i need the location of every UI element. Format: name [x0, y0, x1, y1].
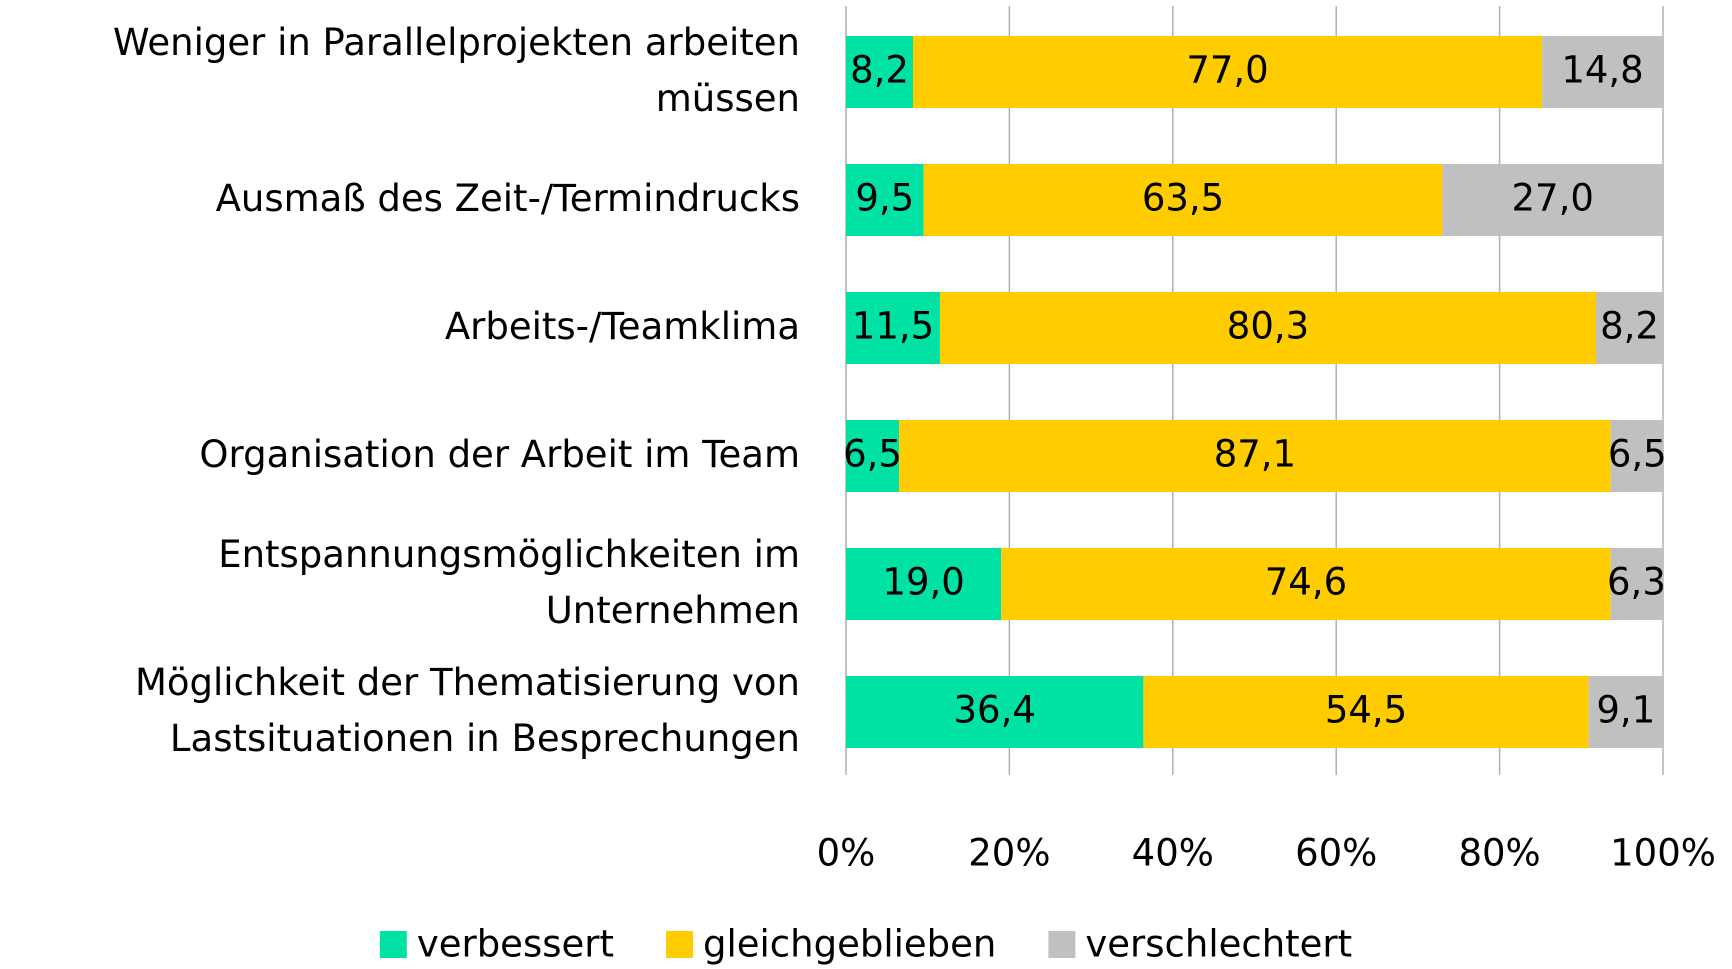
value-label: 63,5 — [1142, 177, 1224, 220]
bar-segment — [923, 164, 1443, 236]
value-label: 80,3 — [1227, 305, 1309, 348]
value-label: 6,3 — [1607, 561, 1666, 604]
value-label: 74,6 — [1265, 561, 1347, 604]
value-label: 54,5 — [1325, 689, 1407, 732]
value-label: 77,0 — [1186, 49, 1268, 92]
value-label: 19,0 — [882, 561, 964, 604]
value-label: 6,5 — [1608, 433, 1667, 476]
bar-segment — [846, 676, 1144, 748]
bar-segment — [846, 36, 913, 108]
legend-label: verbessert — [417, 923, 614, 966]
value-label: 9,1 — [1596, 689, 1655, 732]
legend-swatch — [666, 931, 694, 958]
x-tick-label: 60% — [1295, 832, 1377, 875]
x-tick-label: 20% — [968, 832, 1050, 875]
value-label: 9,5 — [855, 177, 914, 220]
bar-segment — [1143, 676, 1589, 748]
category-label: Möglichkeit der Thematisierung von Lastsi… — [135, 661, 800, 760]
bar-segment — [939, 292, 1597, 364]
x-tick-label: 100% — [1610, 832, 1716, 875]
bar-segment — [846, 164, 924, 236]
value-label: 6,5 — [843, 433, 902, 476]
legend-swatch — [379, 931, 407, 958]
value-label: 27,0 — [1512, 177, 1594, 220]
value-label: 8,2 — [1600, 305, 1659, 348]
bar-segment — [1001, 548, 1611, 620]
value-label: 36,4 — [953, 689, 1035, 732]
legend-swatch — [1048, 931, 1076, 958]
bar-segment — [1610, 420, 1664, 492]
legend-label: verschlechtert — [1085, 923, 1352, 966]
bar-segment — [1542, 36, 1663, 108]
bar-segment — [846, 548, 1002, 620]
bar-segment — [1596, 292, 1663, 364]
bar-segment — [1588, 676, 1663, 748]
bar-segment — [1610, 548, 1663, 620]
value-label: 11,5 — [852, 305, 934, 348]
bar-segment — [1442, 164, 1663, 236]
category-label: Weniger in Parallelprojekten arbeiten müs… — [113, 21, 800, 120]
bar-segment — [899, 420, 1611, 492]
value-label: 87,1 — [1214, 433, 1296, 476]
category-label: Entspannungsmöglichkeiten im Unternehmen — [218, 533, 800, 632]
legend-label: gleichgeblieben — [703, 923, 996, 966]
value-label: 14,8 — [1561, 49, 1643, 92]
value-label: 8,2 — [850, 49, 909, 92]
x-tick-label: 80% — [1458, 832, 1540, 875]
bar-segment — [846, 292, 940, 364]
category-label: Ausmaß des Zeit-/Termindrucks — [216, 177, 800, 220]
bar-segment — [846, 420, 900, 492]
x-tick-label: 0% — [817, 832, 876, 875]
bar-segment — [912, 36, 1543, 108]
category-label: Arbeits-/Teamklima — [445, 305, 800, 348]
category-label: Organisation der Arbeit im Team — [199, 433, 800, 476]
x-tick-label: 40% — [1132, 832, 1214, 875]
